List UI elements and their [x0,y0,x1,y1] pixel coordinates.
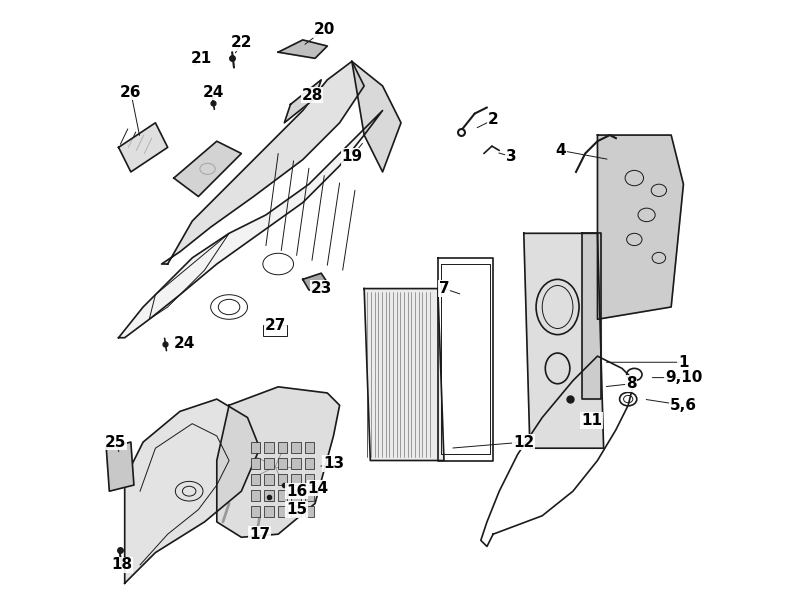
Bar [305,458,314,469]
Text: 16: 16 [286,484,307,499]
Bar [277,506,287,517]
Polygon shape [217,387,339,537]
Polygon shape [597,135,683,319]
Polygon shape [524,233,604,448]
Polygon shape [119,111,383,338]
Bar [250,490,261,501]
Bar [264,474,274,485]
Polygon shape [107,442,134,491]
Bar [250,506,261,517]
Polygon shape [303,273,327,292]
Text: 27: 27 [265,318,286,333]
Bar [264,442,274,453]
Polygon shape [278,40,327,58]
Text: 21: 21 [191,51,212,66]
Text: 9,10: 9,10 [665,370,702,385]
Text: 11: 11 [581,413,602,428]
Polygon shape [124,399,260,583]
Bar [291,490,301,501]
Text: 2: 2 [488,112,499,127]
Bar [291,458,301,469]
Polygon shape [352,61,401,172]
Text: 8: 8 [626,376,637,391]
Bar [305,474,314,485]
Text: 3: 3 [506,149,516,164]
Text: 22: 22 [231,36,252,50]
Text: 24: 24 [174,336,196,351]
Bar [264,490,274,501]
Text: 23: 23 [310,281,332,296]
Bar [277,490,287,501]
Text: 18: 18 [111,558,132,572]
Bar [250,442,261,453]
Text: 4: 4 [555,143,566,158]
Text: 5,6: 5,6 [670,398,697,413]
Polygon shape [119,123,168,172]
Text: 17: 17 [249,527,270,542]
Text: 25: 25 [105,435,126,449]
Text: 20: 20 [314,22,335,37]
Text: 12: 12 [513,435,534,449]
Bar [264,506,274,517]
Polygon shape [161,61,364,264]
Text: 1: 1 [678,355,689,370]
Text: 14: 14 [307,481,329,495]
Text: 26: 26 [120,85,142,99]
Polygon shape [174,141,241,196]
Text: 24: 24 [203,85,225,99]
Bar [277,442,287,453]
Polygon shape [364,289,444,460]
Text: 13: 13 [323,456,344,471]
Text: 19: 19 [342,149,363,164]
Text: 28: 28 [302,88,322,103]
Bar [263,325,287,336]
Bar [305,442,314,453]
Bar [250,458,261,469]
Text: 7: 7 [439,281,449,296]
Text: 15: 15 [286,502,307,517]
Bar [305,490,314,501]
Bar [291,506,301,517]
Bar [264,458,274,469]
Bar [277,458,287,469]
Bar [277,474,287,485]
Bar [291,442,301,453]
Bar [305,506,314,517]
Bar [250,474,261,485]
Polygon shape [285,80,321,123]
Bar [291,474,301,485]
Polygon shape [582,233,601,399]
